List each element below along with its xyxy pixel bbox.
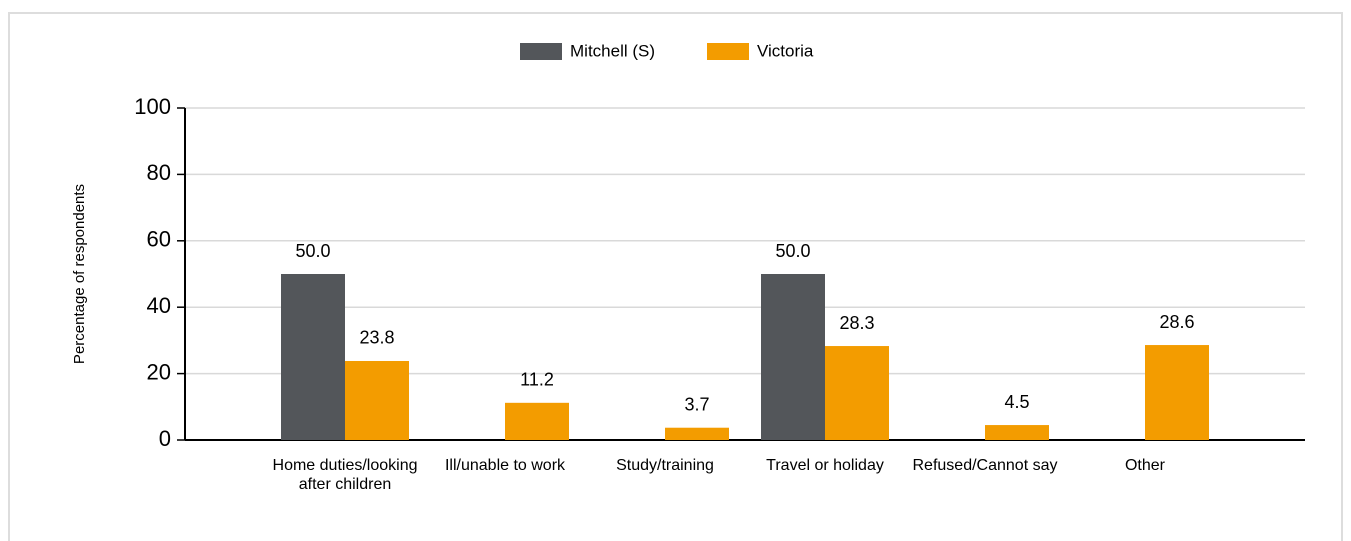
- legend-label: Victoria: [757, 41, 814, 60]
- y-axis-label: Percentage of respondents: [71, 184, 88, 364]
- bar: [825, 346, 889, 440]
- data-label: 50.0: [295, 241, 330, 261]
- x-tick-label: Other: [1124, 457, 1165, 474]
- bar: [1145, 345, 1209, 440]
- data-label: 28.6: [1159, 312, 1194, 332]
- bar: [665, 427, 729, 440]
- x-tick-label: Ill/unable to work: [444, 457, 566, 474]
- x-tick-label: Travel or holiday: [766, 457, 884, 474]
- bar: [345, 360, 409, 440]
- legend-swatch: [707, 43, 749, 60]
- y-tick-label: 40: [147, 293, 171, 318]
- bar: [761, 274, 825, 440]
- y-tick-label: 80: [147, 160, 171, 185]
- bar: [985, 425, 1049, 440]
- data-label: 11.2: [520, 370, 554, 390]
- y-tick-label: 0: [159, 426, 171, 451]
- legend-label: Mitchell (S): [570, 41, 655, 60]
- x-tick-label: Study/training: [616, 457, 714, 474]
- bar: [281, 274, 345, 440]
- y-tick-label: 100: [134, 94, 171, 119]
- data-label: 3.7: [684, 394, 709, 414]
- frame: [8, 12, 1343, 541]
- data-label: 23.8: [359, 328, 394, 348]
- data-label: 50.0: [775, 241, 810, 261]
- x-tick-label: Home duties/looking after children: [272, 457, 418, 493]
- x-tick-label: Refused/Cannot say: [912, 457, 1058, 474]
- data-label: 28.3: [839, 313, 874, 333]
- legend-swatch: [520, 43, 562, 60]
- data-label: 4.5: [1004, 392, 1029, 412]
- bar: [505, 402, 569, 440]
- y-tick-label: 60: [147, 227, 171, 252]
- y-tick-label: 20: [147, 359, 171, 384]
